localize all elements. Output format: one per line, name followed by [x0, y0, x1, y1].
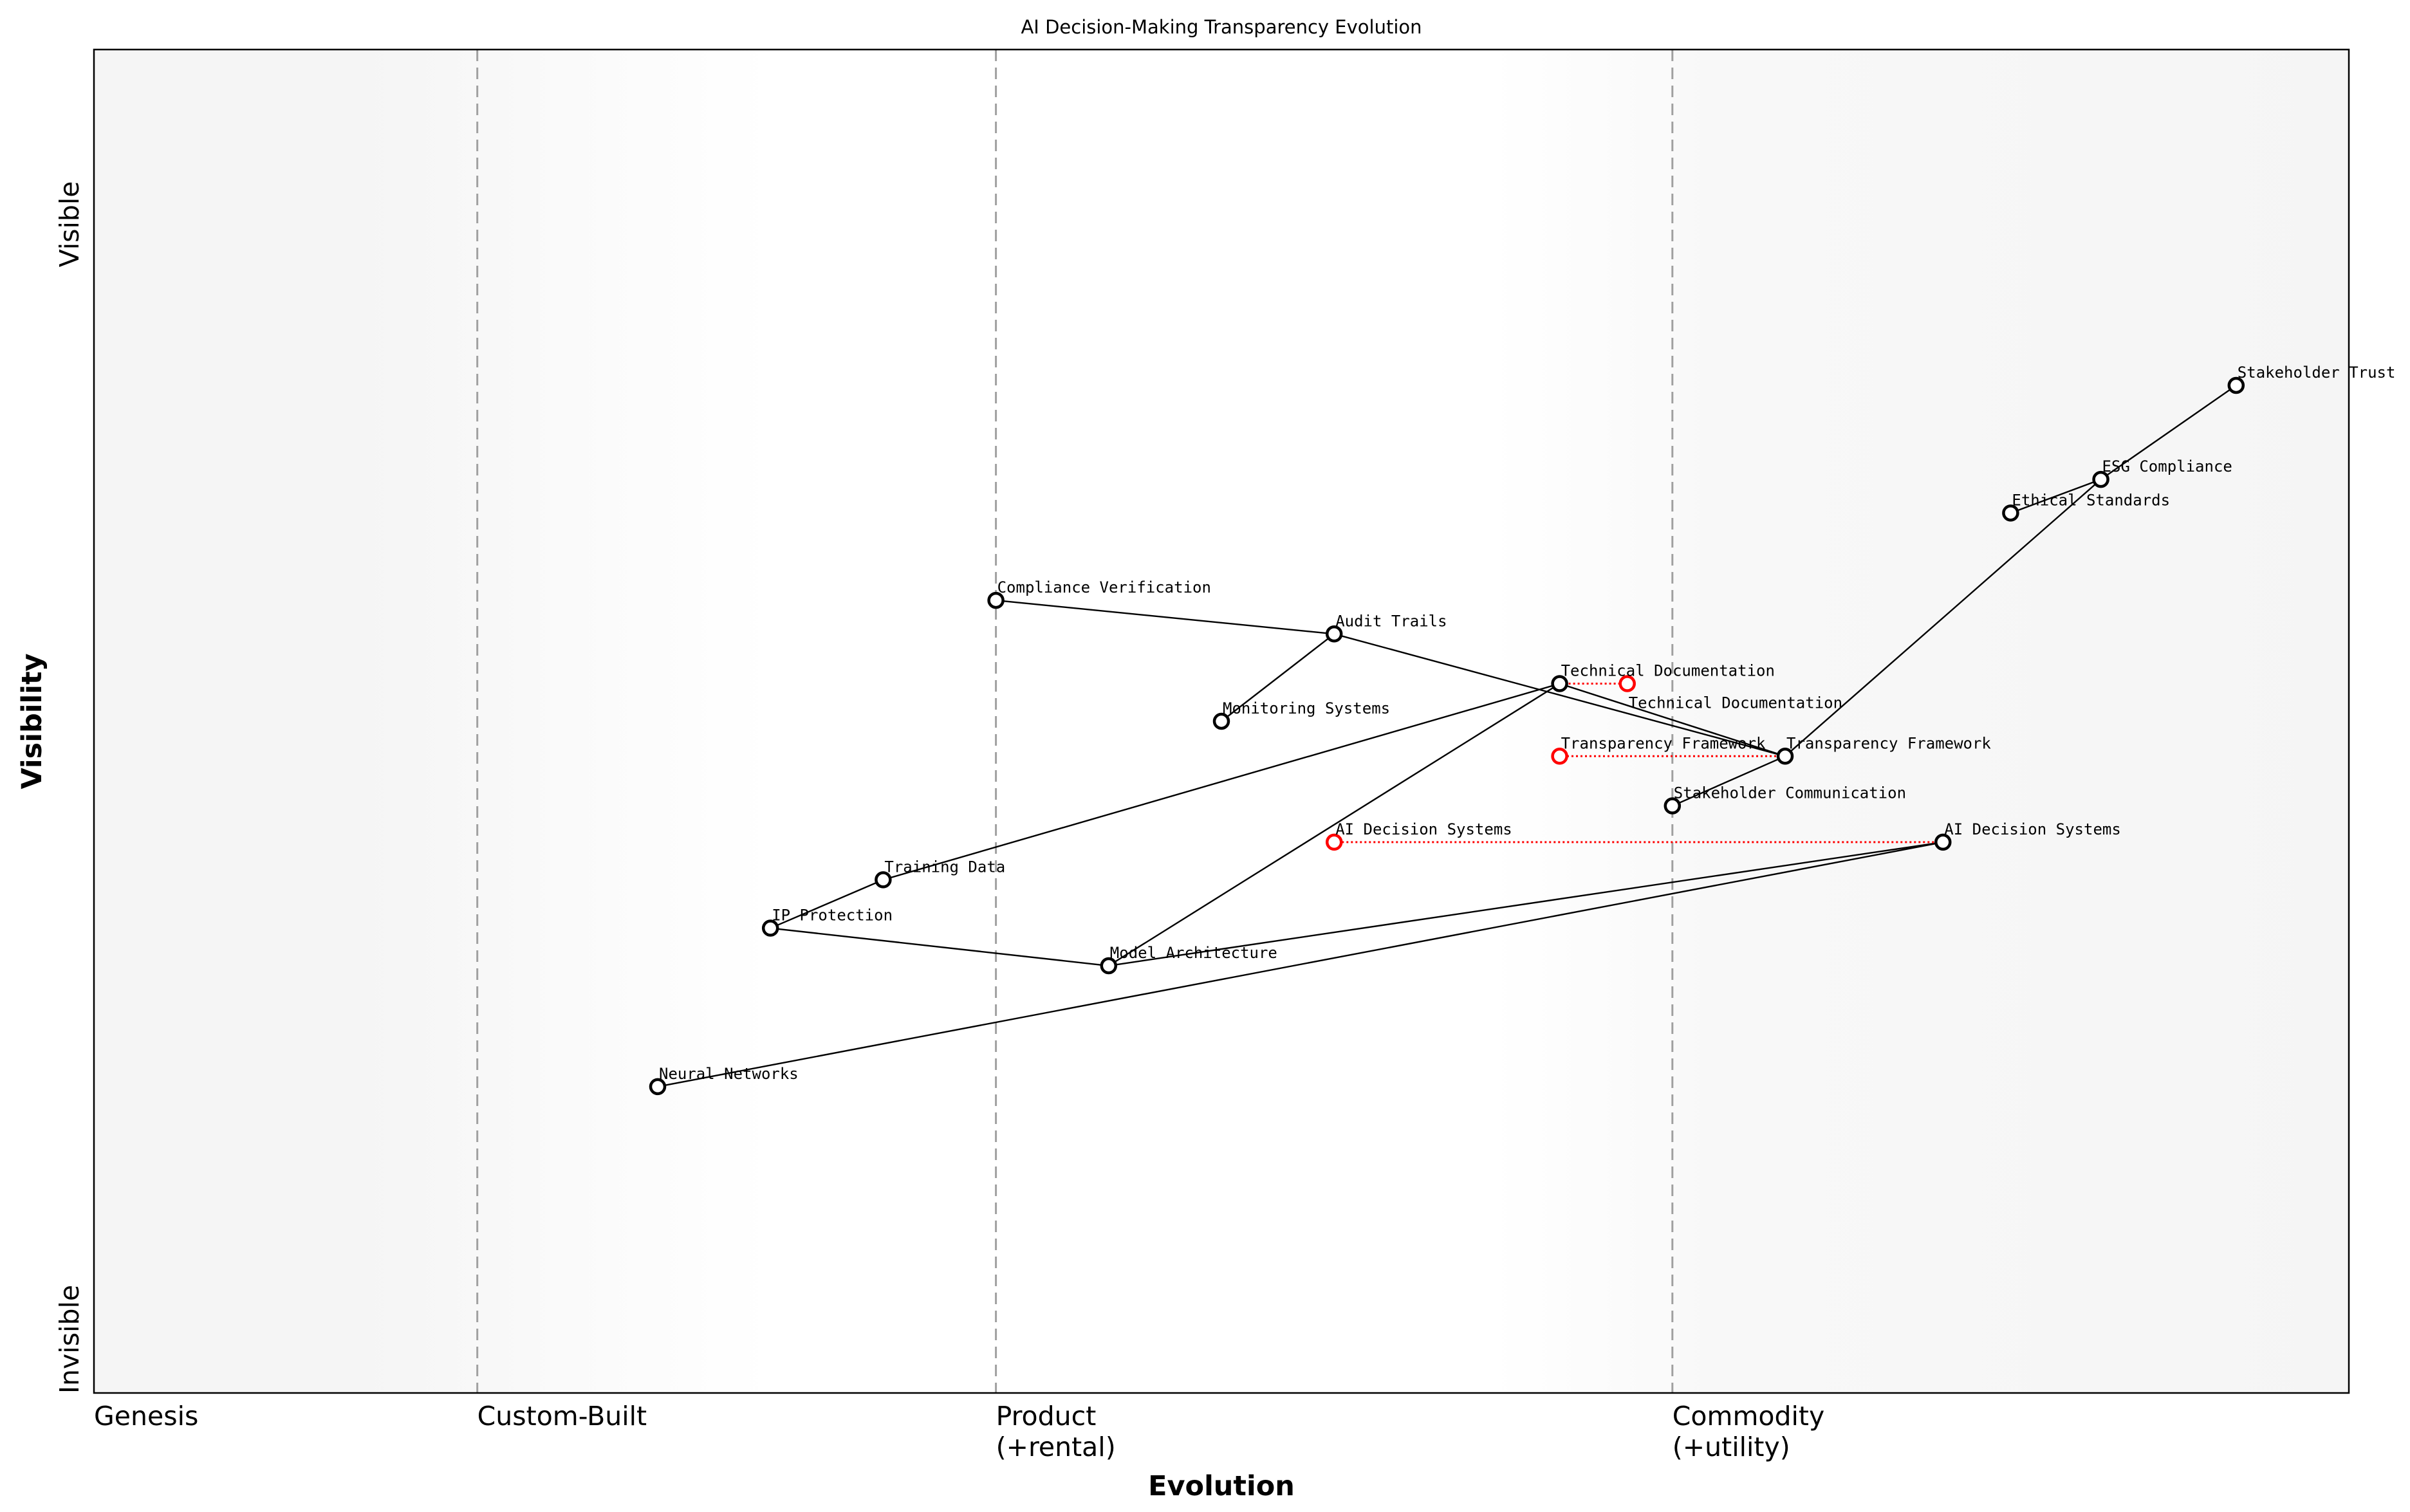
node-label-neural-networks: Neural Networks [659, 1065, 799, 1083]
y-axis-label: Visibility [16, 653, 48, 789]
node-label-ai-decision-systems: AI Decision Systems [1944, 820, 2121, 838]
link-transparency-framework-to-stakeholder-communication [1672, 755, 1786, 807]
link-esg-compliance-to-ethical-standards [2010, 479, 2101, 514]
link-compliance-verification-to-audit-trails [996, 599, 1335, 635]
x-axis-label: Evolution [1148, 1470, 1295, 1502]
node-compliance-verification[interactable] [987, 591, 1005, 609]
x-tick-commodity: Commodity (+utility) [1673, 1401, 1824, 1462]
link-ai-decision-systems-to-neural-networks [657, 841, 1943, 1088]
node-neural-networks[interactable] [649, 1078, 667, 1096]
link-model-architecture-to-ai-decision-systems [1108, 841, 1943, 967]
link-audit-trails-to-monitoring-systems [1221, 633, 1335, 722]
evolved-node-label-ai-decision-systems: AI Decision Systems [1335, 820, 1512, 838]
node-model-architecture[interactable] [1100, 957, 1118, 975]
node-stakeholder-trust[interactable] [2227, 376, 2245, 394]
node-label-ethical-standards: Ethical Standards [2012, 491, 2170, 509]
node-label-stakeholder-trust: Stakeholder Trust [2238, 364, 2396, 382]
link-technical-documentation-to-training-data [883, 683, 1560, 881]
node-label-audit-trails: Audit Trails [1335, 612, 1447, 630]
link-stakeholder-trust-to-esg-compliance [2100, 385, 2237, 481]
node-esg-compliance[interactable] [2092, 470, 2109, 488]
x-tick-product: Product (+rental) [996, 1401, 1116, 1462]
link-audit-trails-to-transparency-framework [1333, 633, 1786, 757]
node-label-compliance-verification: Compliance Verification [997, 578, 1211, 596]
node-label-model-architecture: Model Architecture [1110, 944, 1277, 962]
chart-title: AI Decision-Making Transparency Evolutio… [1021, 16, 1422, 38]
y-label-visible: Visible [54, 181, 85, 267]
link-ip-protection-to-model-architecture [770, 927, 1109, 967]
evolved-node-label-technical-documentation: Technical Documentation [1629, 694, 1842, 712]
node-training-data[interactable] [875, 871, 892, 889]
x-tick-custom-built: Custom-Built [477, 1401, 647, 1432]
evolved-node-transparency-framework[interactable] [1551, 748, 1568, 765]
node-ethical-standards[interactable] [2002, 504, 2019, 522]
node-label-technical-documentation: Technical Documentation [1561, 662, 1775, 680]
plot-frame [93, 48, 2350, 1394]
link-technical-documentation-to-transparency-framework [1559, 683, 1786, 757]
link-training-data-to-ip-protection [770, 879, 884, 929]
node-technical-documentation[interactable] [1551, 675, 1568, 692]
link-technical-documentation-to-model-architecture [1108, 683, 1561, 967]
node-label-stakeholder-communication: Stakeholder Communication [1674, 784, 1906, 802]
node-ip-protection[interactable] [761, 919, 779, 937]
node-label-training-data: Training Data [884, 858, 1005, 876]
node-audit-trails[interactable] [1325, 625, 1343, 643]
node-ai-decision-systems[interactable] [1934, 833, 1952, 851]
node-label-monitoring-systems: Monitoring Systems [1223, 699, 1390, 717]
node-label-ip-protection: IP Protection [772, 907, 893, 925]
y-label-invisible: Invisible [54, 1285, 85, 1394]
node-stakeholder-communication[interactable] [1664, 797, 1682, 815]
evolved-node-ai-decision-systems[interactable] [1325, 833, 1343, 851]
node-monitoring-systems[interactable] [1212, 712, 1230, 730]
x-tick-genesis: Genesis [94, 1401, 198, 1432]
node-transparency-framework[interactable] [1776, 748, 1794, 765]
evolved-node-technical-documentation[interactable] [1618, 675, 1636, 692]
node-label-transparency-framework: Transparency Framework [1786, 734, 1991, 752]
evolved-node-label-transparency-framework: Transparency Framework [1561, 734, 1766, 752]
link-esg-compliance-to-transparency-framework [1784, 479, 2102, 757]
node-label-esg-compliance: ESG Compliance [2102, 457, 2232, 475]
